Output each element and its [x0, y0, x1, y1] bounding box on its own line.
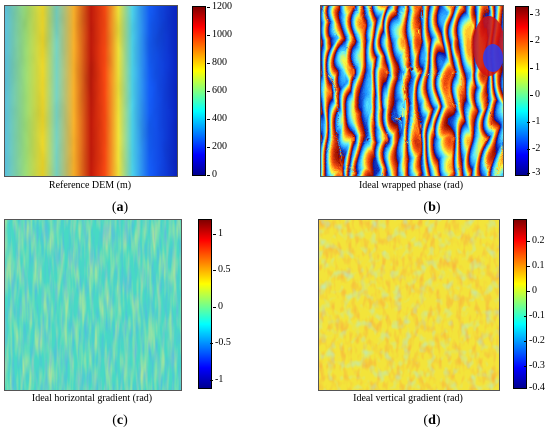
caption-a: Reference DEM (m): [48, 180, 132, 191]
tick-label: 0: [527, 285, 537, 296]
tick-label: 200: [207, 141, 227, 152]
colorbar-c: [198, 219, 212, 389]
colorbar-a: [192, 6, 206, 176]
tick-label: 600: [207, 85, 227, 96]
tick-label: 800: [207, 57, 227, 68]
dem-image: [4, 5, 178, 177]
tick-label: -0.1: [524, 310, 545, 321]
tick-label: 0.5: [213, 264, 231, 275]
tick-label: -0.5: [210, 337, 231, 348]
tick-label: 0.2: [527, 235, 545, 246]
caption-b: Ideal wrapped phase (rad): [358, 180, 464, 191]
tick-label: -0.4: [524, 382, 545, 393]
panel-letter-d: (d): [423, 413, 441, 428]
tick-label: -1: [209, 374, 224, 385]
tick-label: 1: [530, 62, 540, 73]
tick-label: -0.2: [524, 335, 545, 346]
tick-label: -2: [526, 143, 541, 154]
tick-label: -0.3: [524, 360, 545, 371]
tick-label: 0: [213, 301, 223, 312]
caption-d: Ideal vertical gradient (rad): [353, 393, 463, 404]
tick-label: 400: [207, 113, 227, 124]
tick-label: 1200: [207, 1, 232, 12]
tick-label: 1000: [207, 29, 232, 40]
tick-label: 1: [213, 228, 223, 239]
horizontal-gradient-image: [4, 219, 182, 391]
tick-label: 0: [207, 169, 217, 180]
panel-letter-c: (c): [112, 413, 128, 428]
tick-label: 2: [530, 35, 540, 46]
tick-label: -1: [526, 116, 541, 127]
colorbar-d: [513, 219, 527, 389]
caption-c: Ideal horizontal gradient (rad): [31, 393, 153, 404]
panel-letter-a: (a): [111, 200, 129, 215]
colorbar-b: [515, 6, 529, 176]
tick-label: -3: [526, 167, 541, 178]
panel-letter-b: (b): [423, 200, 441, 215]
vertical-gradient-image: [318, 219, 500, 391]
tick-label: 0: [530, 89, 540, 100]
wrapped-phase-image: [320, 5, 504, 177]
tick-label: 0.1: [527, 260, 545, 271]
tick-label: 3: [530, 8, 540, 19]
